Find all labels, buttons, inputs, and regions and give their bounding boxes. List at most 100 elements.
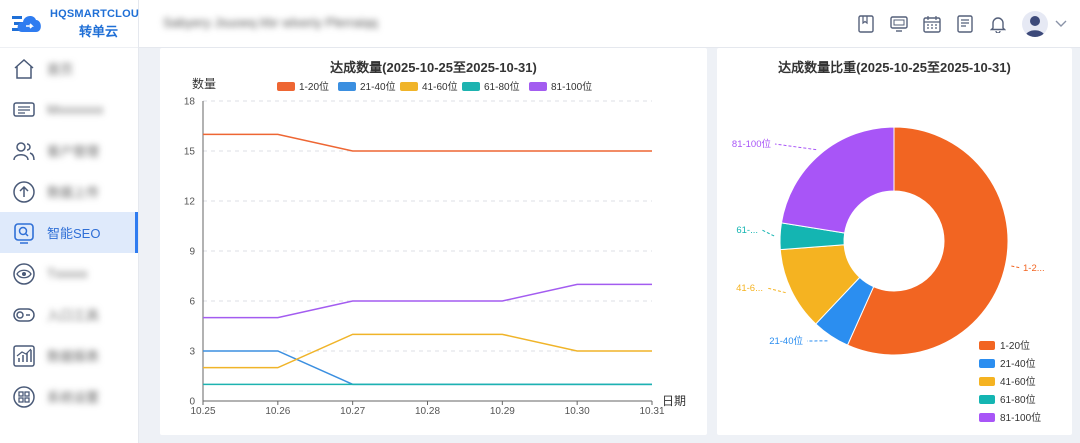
y-tick-label: 9	[189, 247, 195, 258]
monitor-list-icon	[12, 98, 36, 122]
legend-swatch	[338, 82, 356, 91]
pie-slice	[846, 126, 1009, 356]
chevron-down-icon[interactable]	[1054, 17, 1068, 31]
sidebar-item-customers[interactable]: 客户管理	[0, 130, 138, 171]
slice-leader-line	[774, 143, 817, 151]
line-chart-title: 达成数量(2025-10-25至2025-10-31)	[330, 60, 537, 75]
sidebar-item-label: 首页	[47, 62, 74, 77]
legend-swatch	[979, 341, 995, 350]
legend-swatch	[979, 413, 995, 422]
bar-chart-icon	[12, 344, 36, 368]
series-line	[203, 133, 652, 152]
grid-icon	[12, 385, 36, 409]
slice-label: 61-...	[736, 225, 758, 236]
legend-label: 21-40位	[360, 80, 396, 93]
x-tick-label: 10.25	[190, 406, 215, 417]
header-toolbar	[847, 10, 1068, 38]
pie-chart-card: 达成数量比重(2025-10-25至2025-10-31) 1-2... 21-4…	[717, 48, 1072, 435]
slice-leader-line	[766, 287, 786, 294]
sidebar-item-upload[interactable]: 数据上传	[0, 171, 138, 212]
sidebar-item-reports[interactable]: 数据报表	[0, 335, 138, 376]
legend-item: 41-60位	[400, 80, 458, 93]
legend-swatch	[979, 377, 995, 386]
sidebar-nav: 首页 Mxxxxxxx 客户管理 数据上传 智能SEO	[0, 48, 138, 417]
legend-item: 21-40位	[338, 80, 396, 93]
legend-label: 61-80位	[484, 80, 520, 93]
slice-label: 41-6...	[736, 283, 763, 294]
x-tick-label: 10.29	[490, 406, 515, 417]
legend-label: 41-60位	[1000, 375, 1036, 388]
y-tick-label: 0	[189, 397, 195, 408]
legend-swatch	[529, 82, 547, 91]
legend-item: 1-20位	[277, 80, 329, 93]
legend-label: 61-80位	[1000, 393, 1036, 406]
sidebar-item-label: 入口工具	[47, 308, 100, 323]
legend-label: 81-100位	[1000, 411, 1041, 424]
y-tick-label: 18	[184, 97, 196, 108]
slice-leader-line	[1011, 265, 1022, 269]
x-tick-label: 10.26	[265, 406, 290, 417]
legend-label: 81-100位	[551, 80, 592, 93]
y-tick-label: 3	[189, 347, 195, 358]
sidebar-item-settings[interactable]: 系统设置	[0, 376, 138, 417]
avatar[interactable]	[1022, 11, 1048, 37]
upload-icon	[12, 180, 36, 204]
legend-swatch	[979, 395, 995, 404]
y-tick-label: 6	[189, 297, 195, 308]
cloud-logo-icon	[12, 10, 44, 38]
home-icon	[12, 57, 36, 81]
x-axis-label: 日期	[662, 394, 686, 408]
x-tick-label: 10.30	[565, 406, 590, 417]
screen-icon[interactable]	[885, 10, 913, 38]
sidebar-item-home[interactable]: 首页	[0, 48, 138, 89]
sidebar-item-analysis[interactable]: Txxxxx	[0, 253, 138, 294]
sidebar-item-label: Txxxxx	[47, 266, 88, 281]
x-tick-label: 10.28	[415, 406, 440, 417]
legend-item: 81-100位	[979, 411, 1041, 424]
sidebar: HQSMARTCLOUD 转单云 首页 Mxxxxxxx 客户管理	[0, 0, 147, 443]
legend-label: 41-60位	[422, 80, 458, 93]
calendar-icon[interactable]	[918, 10, 946, 38]
legend-item: 81-100位	[529, 80, 592, 93]
y-axis-label: 数量	[192, 76, 216, 91]
document-icon[interactable]	[951, 10, 979, 38]
users-icon	[12, 139, 36, 163]
slice-label: 1-2...	[1023, 263, 1045, 274]
legend-label: 1-20位	[299, 80, 329, 93]
line-chart: 数量 0 3 6 9 12 15 18 10.25 10.26 10.27 10.28 10.29 10.…	[184, 76, 686, 417]
logo[interactable]: HQSMARTCLOUD 转单云	[0, 0, 147, 48]
top-header: Sabyery Jsuoeq lrbr wlxeriy Plerraiqq	[139, 0, 1080, 48]
legend-item: 61-80位	[979, 393, 1036, 406]
legend-label: 1-20位	[1000, 339, 1030, 352]
page-title: Sabyery Jsuoeq lrbr wlxeriy Plerraiqq	[163, 15, 378, 30]
sidebar-item-label: 智能SEO	[47, 226, 101, 241]
sidebar-item-label: 客户管理	[47, 144, 100, 159]
seo-icon	[12, 221, 36, 245]
sidebar-item-smart-seo[interactable]: 智能SEO	[0, 212, 138, 253]
bookmark-icon[interactable]	[852, 10, 880, 38]
slice-label: 21-40位	[769, 335, 803, 347]
pie-eye-icon	[12, 262, 36, 286]
bell-icon[interactable]	[984, 10, 1012, 38]
sidebar-item-label: 数据上传	[47, 185, 100, 200]
sidebar-item-tools[interactable]: 入口工具	[0, 294, 138, 335]
sidebar-item-label: 数据报表	[47, 349, 100, 364]
toggle-icon	[12, 303, 36, 327]
legend-swatch	[277, 82, 295, 91]
legend-item: 1-20位	[979, 339, 1030, 352]
pie-slice	[780, 126, 895, 234]
legend-item: 61-80位	[462, 80, 520, 93]
legend-swatch	[400, 82, 418, 91]
series-line	[203, 283, 652, 319]
pie-chart-title: 达成数量比重(2025-10-25至2025-10-31)	[778, 60, 1011, 75]
series-line	[203, 333, 652, 369]
slice-leader-line	[761, 229, 775, 237]
legend-swatch	[979, 359, 995, 368]
line-chart-card: 达成数量(2025-10-25至2025-10-31) 数量 0 3 6 9 12 15 18…	[160, 48, 707, 435]
legend-item: 21-40位	[979, 357, 1036, 370]
sidebar-item-monitor[interactable]: Mxxxxxxx	[0, 89, 138, 130]
legend-swatch	[462, 82, 480, 91]
donut-chart: 1-2... 21-40位 41-6... 61-... 81-100位 1-20位 21-…	[732, 126, 1045, 424]
legend-item: 41-60位	[979, 375, 1036, 388]
legend-label: 21-40位	[1000, 357, 1036, 370]
